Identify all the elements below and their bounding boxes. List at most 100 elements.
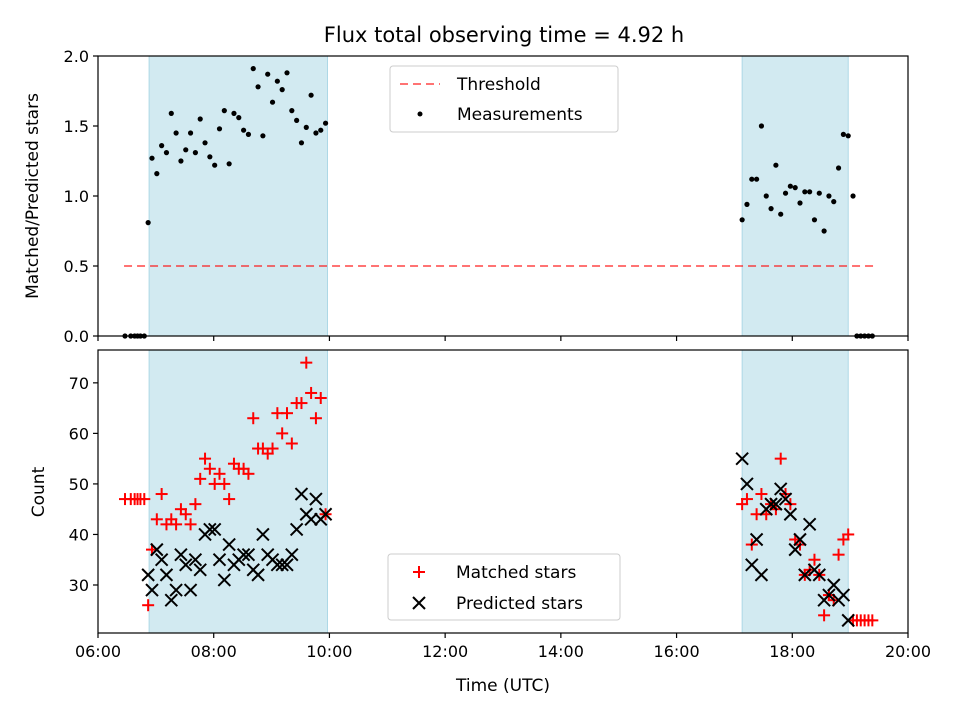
matched-star-point-45 xyxy=(740,493,753,506)
bottom-yticks: 30 40 50 60 70 xyxy=(69,374,98,595)
measurement-point-12 xyxy=(173,130,179,136)
predicted-star-point-60 xyxy=(841,613,855,628)
top-ytick-label-1: 0.5 xyxy=(64,257,89,276)
matched-star-point-6 xyxy=(142,599,155,612)
top-shading xyxy=(148,55,849,337)
top-ytick-label-4: 2.0 xyxy=(64,47,89,66)
xtick-label-4: 14:00 xyxy=(538,642,584,661)
top-panel: 0.00.51.01.52.0 Matched/Predicted stars … xyxy=(23,47,909,346)
predicted-star-point-16 xyxy=(217,573,232,587)
measurement-point-65 xyxy=(840,131,846,137)
legend-measurements-label: Measurements xyxy=(457,105,583,125)
chart-title: Flux total observing time = 4.92 h xyxy=(324,23,684,47)
measurement-point-16 xyxy=(192,150,198,156)
measurement-point-19 xyxy=(207,154,213,160)
matched-star-point-5 xyxy=(138,493,151,506)
measurement-point-48 xyxy=(758,123,765,129)
measurement-point-23 xyxy=(226,161,232,167)
predicted-star-point-48 xyxy=(783,507,798,521)
measurement-point-34 xyxy=(279,87,285,93)
measurement-point-22 xyxy=(221,108,227,114)
matched-star-point-35 xyxy=(281,407,293,420)
measurement-point-11 xyxy=(168,110,174,116)
xtick-label-1: 08:00 xyxy=(191,642,237,661)
measurement-point-67 xyxy=(850,193,856,199)
legend-matched-swatch xyxy=(413,566,425,578)
predicted-star-point-23 xyxy=(251,568,265,582)
bottom-shaded-interval-1 xyxy=(741,349,849,634)
measurement-point-8 xyxy=(154,171,160,177)
bottom-ytick-label-4: 70 xyxy=(69,374,89,393)
predicted-star-point-32 xyxy=(294,487,309,501)
predicted-star-point-37 xyxy=(318,507,333,521)
matched-star-point-34 xyxy=(276,427,289,440)
matched-star-point-36 xyxy=(285,437,298,450)
predicted-star-point-49 xyxy=(788,542,802,557)
top-legend-box xyxy=(389,65,619,133)
matched-star-point-15 xyxy=(184,518,197,531)
bottom-matched-points xyxy=(119,356,879,627)
predicted-star-point-10 xyxy=(188,553,203,567)
predicted-star-point-20 xyxy=(236,547,251,562)
measurement-point-10 xyxy=(163,150,170,156)
bottom-ytick-label-1: 40 xyxy=(69,525,89,544)
measurement-point-18 xyxy=(202,140,208,146)
bottom-axes-frame xyxy=(97,349,909,634)
measurement-point-50 xyxy=(768,206,774,212)
measurement-point-64 xyxy=(835,165,842,171)
measurement-point-51 xyxy=(773,162,779,168)
predicted-star-point-39 xyxy=(740,477,754,491)
matched-star-point-19 xyxy=(203,462,216,475)
predicted-star-point-15 xyxy=(212,553,227,567)
top-legend: Threshold Measurements xyxy=(389,65,619,133)
matched-star-point-27 xyxy=(242,467,255,480)
measurement-point-46 xyxy=(749,176,755,182)
measurement-point-21 xyxy=(216,126,223,132)
top-ytick-label-3: 1.5 xyxy=(64,117,89,136)
predicted-star-point-8 xyxy=(179,558,193,572)
xtick-label-0: 06:00 xyxy=(75,642,121,661)
measurement-point-20 xyxy=(212,162,218,168)
predicted-star-point-46 xyxy=(774,482,788,496)
measurement-point-66 xyxy=(845,133,851,139)
bottom-panel: 30 40 50 60 70 06:00 08:00 10:00 12:00 14:00 16:0… xyxy=(29,349,931,696)
predicted-star-point-0 xyxy=(141,568,155,582)
matched-star-point-48 xyxy=(755,488,768,501)
matched-star-point-39 xyxy=(300,356,313,369)
predicted-star-point-59 xyxy=(836,588,851,602)
measurement-point-54 xyxy=(787,183,793,189)
matched-star-point-72 xyxy=(866,614,879,627)
measurement-point-29 xyxy=(255,84,261,90)
matched-star-point-28 xyxy=(247,412,260,425)
matched-star-point-38 xyxy=(295,397,308,410)
measurement-point-31 xyxy=(265,71,271,77)
measurement-point-58 xyxy=(807,189,813,195)
legend-predicted-label: Predicted stars xyxy=(456,594,583,614)
top-ytick-label-2: 1.0 xyxy=(64,187,89,206)
measurement-point-37 xyxy=(294,117,300,123)
predicted-star-point-7 xyxy=(174,547,188,562)
x-axis-label: Time (UTC) xyxy=(455,676,550,696)
measurement-point-36 xyxy=(289,108,295,114)
predicted-star-point-1 xyxy=(145,583,159,597)
matched-star-point-14 xyxy=(179,508,192,521)
measurement-point-53 xyxy=(782,190,789,196)
predicted-star-point-13 xyxy=(203,522,217,537)
measurement-point-38 xyxy=(298,140,305,146)
measurement-point-62 xyxy=(826,193,832,199)
predicted-star-point-51 xyxy=(798,568,812,582)
measurement-point-60 xyxy=(816,190,822,196)
measurement-point-61 xyxy=(821,228,827,234)
measurement-point-41 xyxy=(313,130,319,136)
matched-star-point-22 xyxy=(218,477,231,490)
measurement-point-35 xyxy=(284,70,290,76)
matched-star-point-23 xyxy=(223,493,236,506)
predicted-star-point-38 xyxy=(735,451,749,466)
matched-star-point-66 xyxy=(842,528,855,541)
legend-matched-label: Matched stars xyxy=(456,563,576,583)
top-xticks xyxy=(97,336,909,341)
bottom-predicted-points xyxy=(141,451,855,628)
predicted-star-point-6 xyxy=(169,583,183,597)
predicted-star-point-31 xyxy=(289,522,304,537)
